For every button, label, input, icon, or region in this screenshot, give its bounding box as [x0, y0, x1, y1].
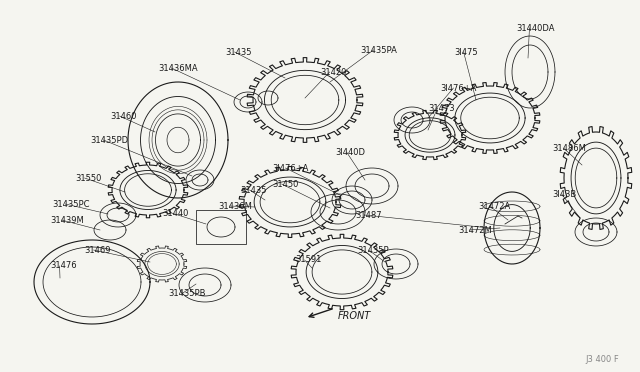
Text: 31591: 31591 [295, 256, 321, 264]
Text: 31450: 31450 [272, 180, 298, 189]
Text: 31436M: 31436M [218, 202, 252, 211]
Text: 3l476+A: 3l476+A [440, 83, 476, 93]
Text: 31439M: 31439M [50, 215, 84, 224]
Text: 31472M: 31472M [458, 225, 492, 234]
Text: 31435P: 31435P [357, 246, 388, 254]
Text: 31435PD: 31435PD [90, 135, 128, 144]
Text: 31472A: 31472A [478, 202, 510, 211]
Text: 31435PA: 31435PA [360, 45, 397, 55]
Text: 3l476+A: 3l476+A [272, 164, 308, 173]
Text: 31487: 31487 [355, 211, 381, 219]
Text: 31435: 31435 [225, 48, 252, 57]
Text: 31435PC: 31435PC [52, 199, 90, 208]
Text: 31469: 31469 [84, 246, 111, 254]
Text: 31550: 31550 [75, 173, 101, 183]
Text: 3l475: 3l475 [454, 48, 477, 57]
Text: 31440DA: 31440DA [516, 23, 554, 32]
Bar [196, 210, 246, 244]
Text: 31435: 31435 [240, 186, 266, 195]
Text: 31486M: 31486M [552, 144, 586, 153]
Text: 31473: 31473 [428, 103, 454, 112]
Text: 3l43B: 3l43B [552, 189, 576, 199]
Text: 31460: 31460 [110, 112, 136, 121]
Text: 31440: 31440 [162, 208, 188, 218]
Text: 3l440D: 3l440D [335, 148, 365, 157]
Text: 31435PB: 31435PB [168, 289, 205, 298]
Text: 31436MA: 31436MA [158, 64, 198, 73]
Text: J3 400 F: J3 400 F [585, 356, 619, 365]
Text: 31476: 31476 [50, 262, 77, 270]
Text: 31420: 31420 [320, 67, 346, 77]
Text: FRONT: FRONT [338, 311, 371, 321]
